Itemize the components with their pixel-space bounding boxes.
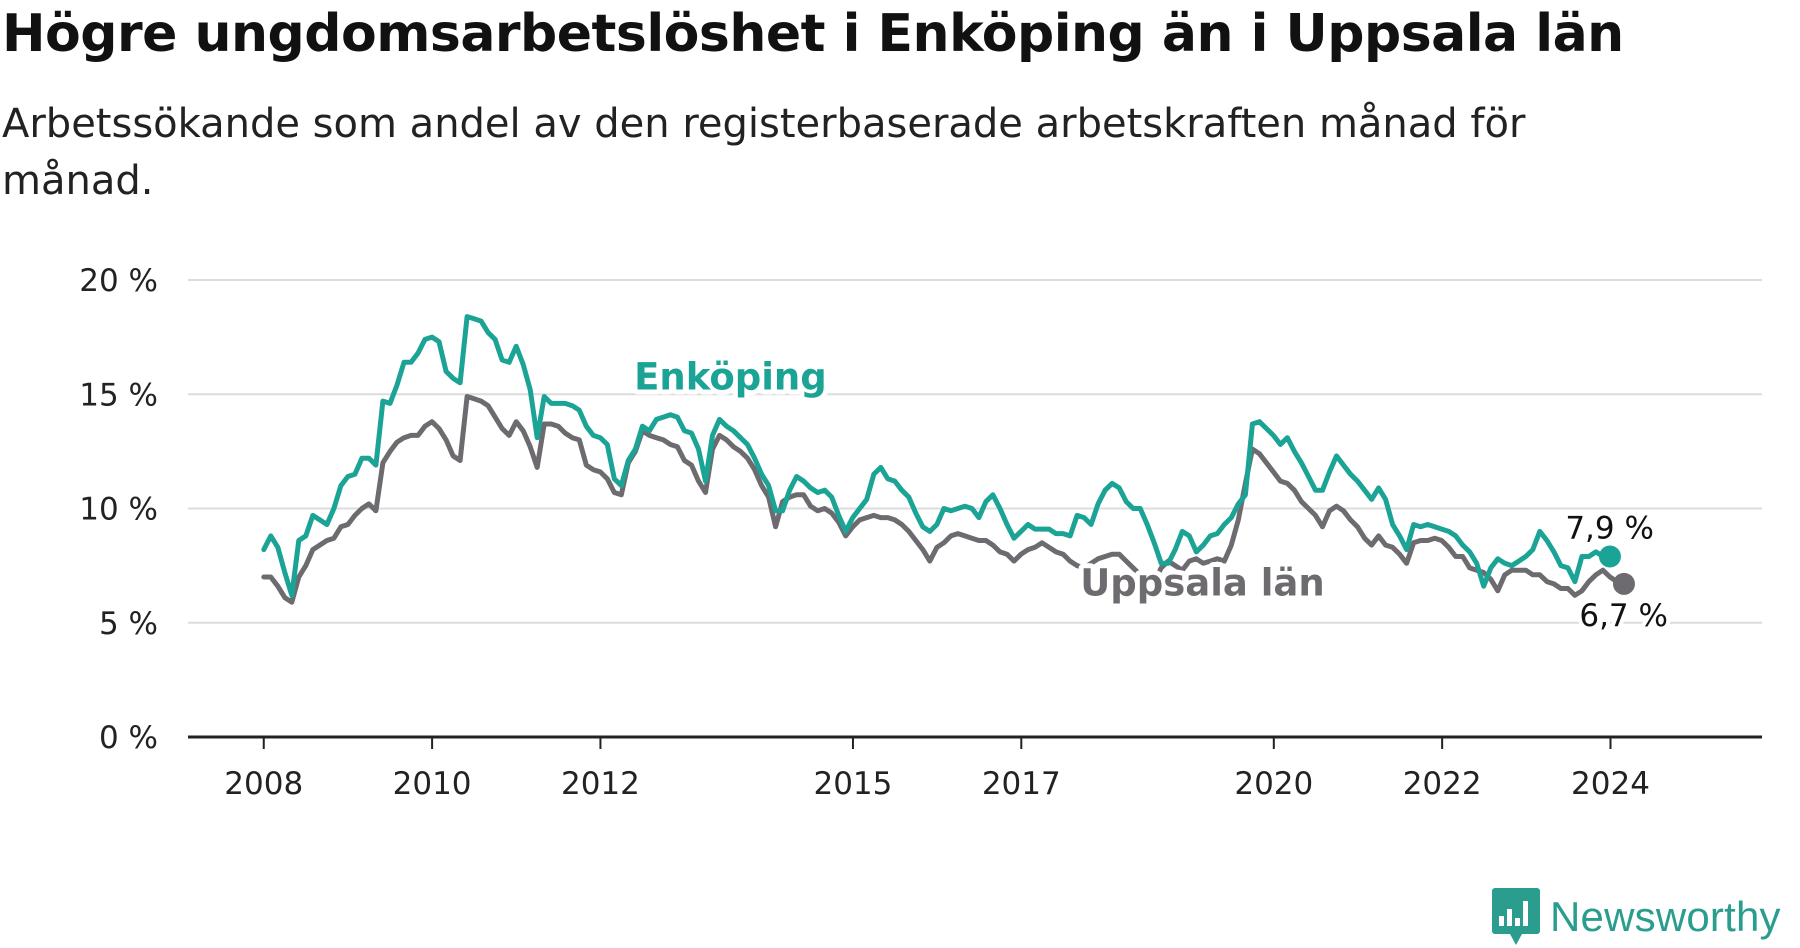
y-tick-label: 20 % [79, 263, 158, 299]
newsworthy-logo-icon [1492, 888, 1540, 945]
x-tick-label: 2020 [1234, 766, 1313, 802]
end-value-label: 6,7 % [1579, 598, 1668, 634]
series-name-label: Uppsala län [1080, 561, 1325, 604]
series-name-label: Enköping [634, 356, 827, 399]
series-line-uppsala-lan [261, 394, 1627, 605]
newsworthy-logo: Newsworthy [1492, 888, 1781, 946]
x-tick-label: 2010 [393, 766, 472, 802]
y-tick-label: 0 % [99, 720, 158, 756]
end-marker-uppsala-lan [1612, 572, 1635, 595]
x-tick-label: 2008 [224, 766, 303, 802]
x-tick-label: 2017 [982, 766, 1061, 802]
y-tick-label: 10 % [79, 492, 158, 528]
x-tick-label: 2012 [561, 766, 640, 802]
end-marker-enkoping [1598, 545, 1621, 568]
chart-subtitle: Arbetssökande som andel av den registerb… [2, 101, 1526, 204]
y-tick-label: 15 % [79, 377, 158, 413]
x-tick-label: 2015 [813, 766, 892, 802]
y-tick-label: 5 % [99, 606, 158, 642]
series-line-enkoping [261, 314, 1613, 598]
chart-title: Högre ungdomsarbetslöshet i Enköping än … [2, 4, 1624, 64]
end-value-label: 7,9 % [1565, 510, 1654, 546]
x-tick-label: 2022 [1403, 766, 1482, 802]
brand-name: Newsworthy [1550, 893, 1781, 940]
x-tick-label: 2024 [1571, 766, 1650, 802]
